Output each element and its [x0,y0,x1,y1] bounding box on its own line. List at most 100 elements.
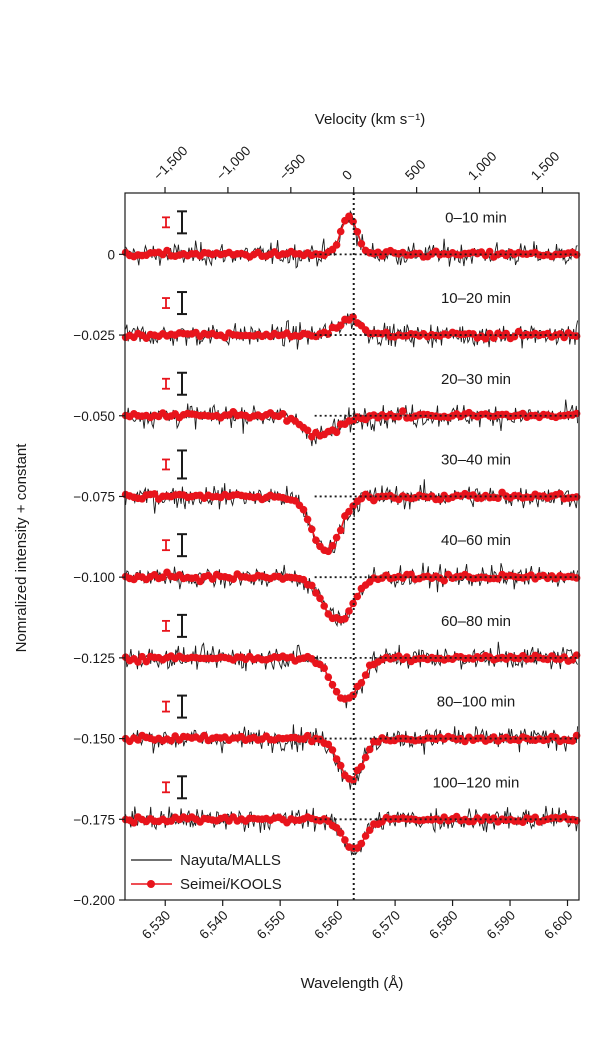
y-tick-label: −0.075 [73,489,115,504]
seimei-point [316,594,324,603]
y-tick-label: 0 [107,247,115,262]
seimei-point [324,740,333,749]
seimei-point [324,673,333,681]
panel-label: 10–20 min [441,290,511,307]
seimei-point [365,745,374,754]
error-bar-layer [162,210,187,800]
seimei-point [308,581,316,590]
seimei-point [353,592,362,601]
x-tick-label: 6,580 [426,908,461,943]
seimei-point [336,761,345,770]
seimei-point [332,533,341,542]
reference-lines [314,193,579,900]
panel-label: 40–60 min [441,532,511,549]
seimei-point [341,615,349,623]
top-tick-label: 1,000 [465,149,500,184]
series-layer [121,209,581,856]
seimei-point [163,246,171,255]
seimei-point [328,542,337,550]
seimei-point [345,607,353,615]
seimei-point [394,412,403,421]
x-tick-label: 6,600 [541,908,576,943]
seimei-point [361,832,370,840]
seimei-point [481,334,490,343]
y-tick-label: −0.050 [73,409,115,424]
top-tick-label: −1,500 [151,143,191,183]
seimei-point [361,753,370,762]
seimei-point [320,664,329,672]
seimei-point [357,240,366,248]
panel-label: 30–40 min [441,451,511,468]
seimei-point [312,536,320,544]
seimei-point [332,241,341,249]
x-tick-label: 6,530 [139,908,174,943]
plot-frame [124,192,580,901]
legend: Nayuta/MALLS Seimei/KOOLS [131,852,282,893]
seimei-point [341,836,349,844]
seimei-point [324,330,333,338]
top-tick-label: 1,500 [528,149,563,184]
seimei-point [349,217,357,226]
x-axis-title: Wavelength (Å) [301,975,404,992]
legend-label-seimei: Seimei/KOOLS [180,876,282,893]
seimei-point [299,505,308,514]
y-tick-label: −0.200 [73,893,115,908]
seimei-point [303,515,312,524]
panel-label: 60–80 min [441,613,511,630]
seimei-point [303,731,312,740]
seimei-point [332,755,341,763]
seimei-point [312,589,320,597]
seimei-point [332,824,341,832]
seimei-point [328,680,337,689]
seimei-point [336,227,345,236]
seimei-point [399,407,407,415]
y-tick-label: −0.100 [73,570,115,585]
top-tick-label: 500 [402,157,429,184]
x-tick-label: 6,550 [254,908,289,943]
seimei-point [328,746,337,754]
seimei-point [345,507,353,516]
legend-label-nayuta: Nayuta/MALLS [180,852,281,869]
seimei-point [150,490,159,498]
seimei-point [345,212,353,221]
x-tick-label: 6,560 [311,908,346,943]
seimei-point [485,247,494,256]
x-tick-label: 6,590 [484,908,519,943]
seimei-point [134,658,142,666]
seimei-point [320,602,329,610]
seimei-point [229,575,237,583]
seimei-point [361,671,370,679]
seimei-point [308,525,316,534]
y-tick-label: −0.025 [73,328,115,343]
panel-label: 80–100 min [437,694,515,711]
seimei-point [336,829,345,837]
panel-labels: 0–10 min 10–20 min 20–30 min 30–40 min 40–60… [433,209,520,791]
seimei-point [357,762,366,771]
seimei-point [349,313,357,321]
seimei-point [324,547,333,556]
top-tick-label: 0 [339,167,355,183]
y-axis-title: Nomralized intensity + constant [13,443,30,653]
legend-marker-seimei [147,880,155,888]
x-tick-label: 6,540 [196,908,231,943]
seimei-point [336,321,345,330]
seimei-point [332,687,341,696]
seimei-point [299,575,308,584]
y-tick-label: −0.125 [73,651,115,666]
seimei-point [130,819,138,827]
y-tick-label: −0.150 [73,732,115,747]
seimei-point [440,576,449,585]
seimei-point [336,526,345,535]
seimei-point [353,228,362,236]
x-tick-label: 6,570 [369,908,404,943]
seimei-point [303,426,312,435]
seimei-point [365,826,374,834]
top-axis-title: Velocity (km s⁻¹) [315,111,425,128]
seimei-point [357,839,366,848]
y-tick-label: −0.175 [73,812,115,827]
seimei-point [332,428,341,437]
seimei-point [357,679,366,687]
panel-label: 20–30 min [441,371,511,388]
top-tick-label: −500 [276,151,308,183]
